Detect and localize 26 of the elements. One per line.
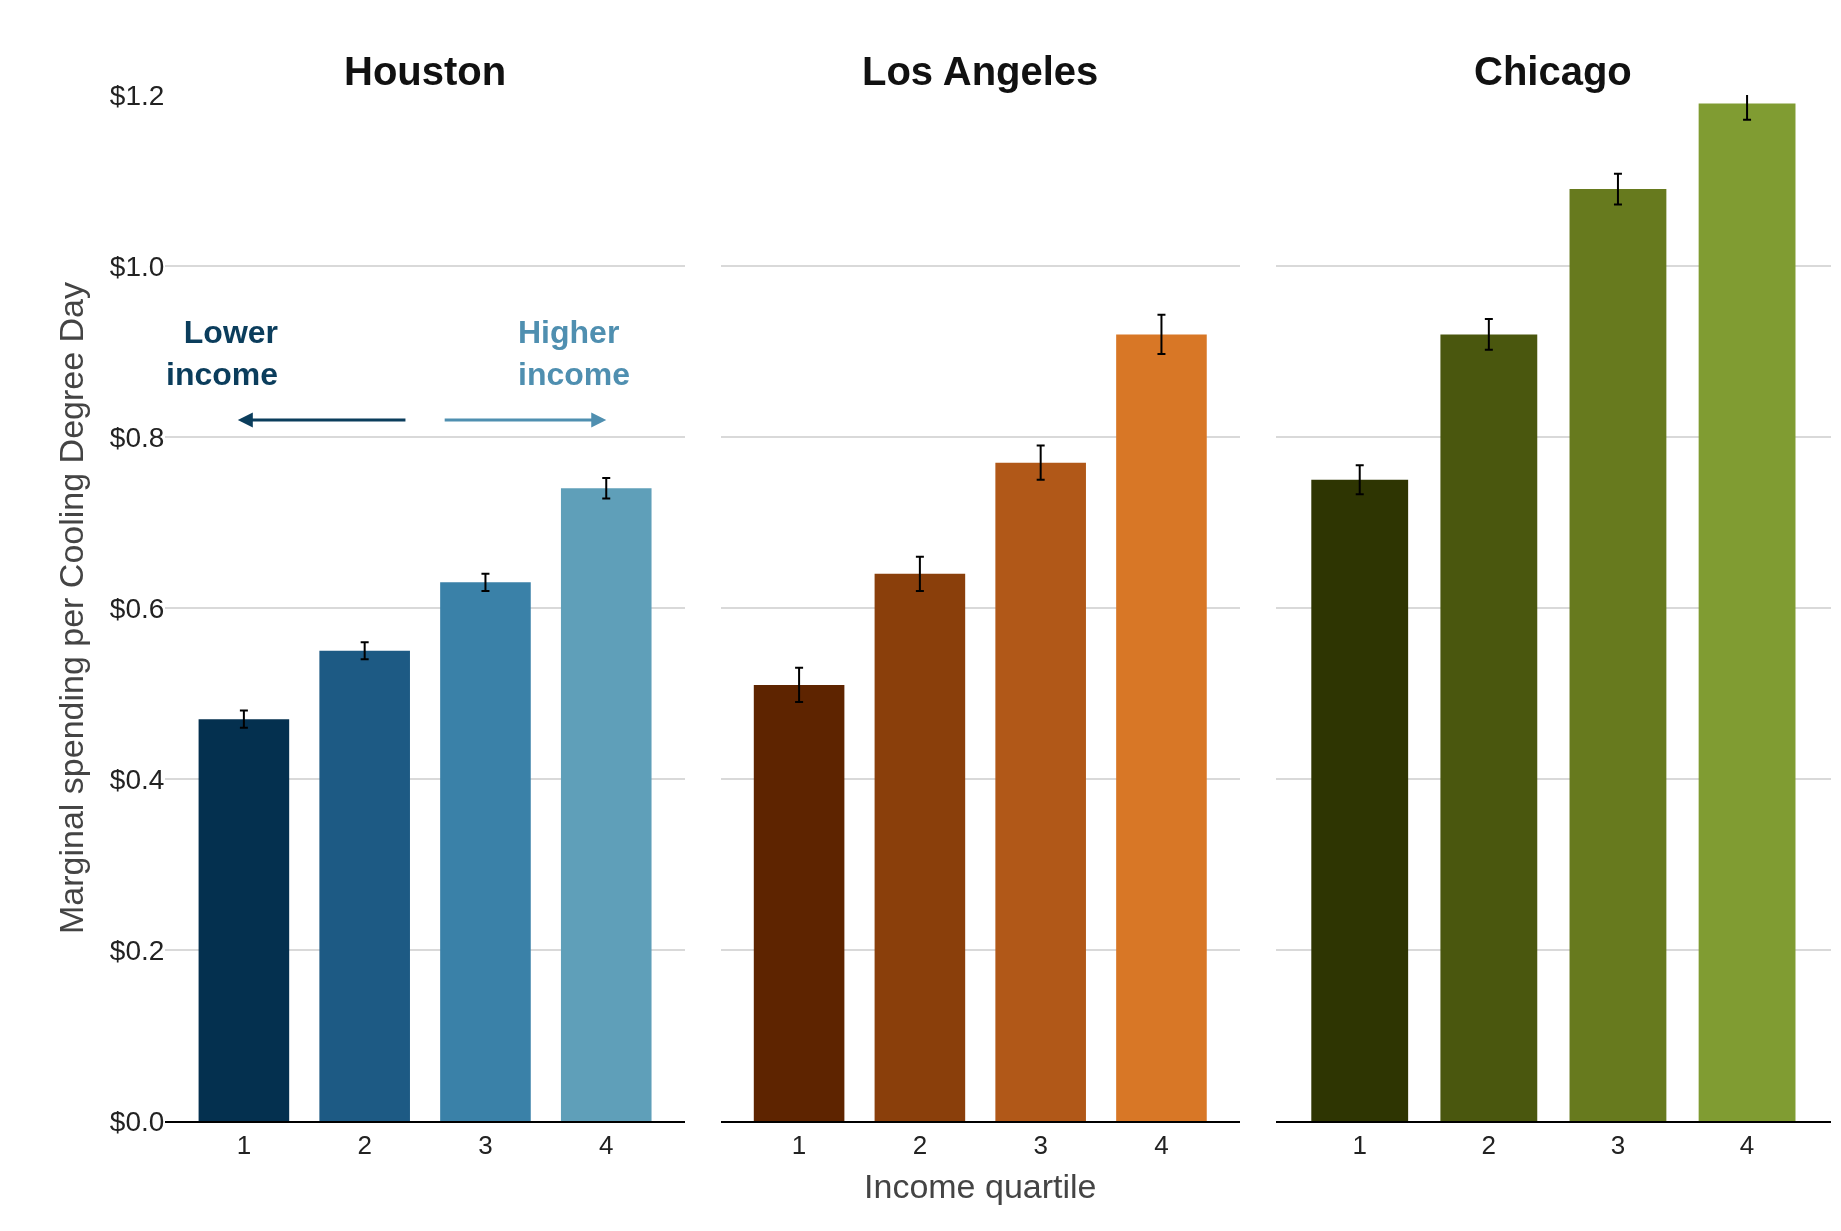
x-tick-label: 3 [1033, 1129, 1048, 1160]
x-tick-label: 3 [478, 1129, 493, 1160]
y-tick-label: $0.4 [109, 763, 165, 795]
x-tick-label: 2 [357, 1129, 372, 1160]
x-tick-label: 4 [1739, 1129, 1755, 1160]
y-axis-title: Marginal spending per Cooling Degree Day [52, 281, 91, 935]
x-tick-label: 2 [912, 1129, 928, 1160]
x-tick-label: 1 [791, 1129, 807, 1160]
x-tick-label: 4 [599, 1129, 614, 1160]
chart-title: Los Angeles [862, 49, 1099, 93]
y-tick-label: $0.6 [109, 592, 165, 624]
y-tick-label: $1.0 [109, 250, 165, 282]
y-tick-label: $0.0 [109, 1105, 165, 1137]
y-tick-label: $1.2 [109, 79, 165, 111]
annotation: Higher income [518, 314, 631, 392]
y-tick-label: $0.2 [109, 934, 165, 966]
x-tick-label: 4 [1154, 1129, 1169, 1160]
x-tick-label: 1 [1352, 1129, 1367, 1160]
x-tick-label: 1 [236, 1129, 252, 1160]
x-axis-title: Income quartile [864, 1166, 1097, 1205]
annotation: Lower income [166, 314, 279, 392]
x-tick-label: 2 [1481, 1129, 1497, 1160]
chart-title: Houston [344, 49, 507, 93]
chart-title: Chicago [1474, 49, 1632, 93]
x-tick-label: 3 [1610, 1129, 1626, 1160]
y-tick-label: $0.8 [109, 421, 165, 453]
